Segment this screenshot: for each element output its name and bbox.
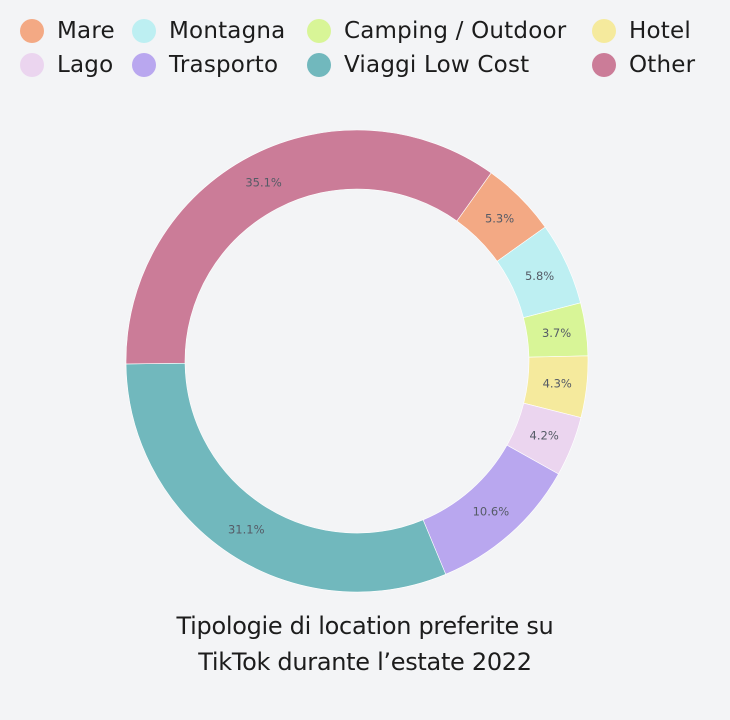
slice-label-trasporto: 10.6% bbox=[473, 505, 510, 519]
chart-title-line-2: TikTok durante l’estate 2022 bbox=[198, 648, 532, 676]
legend-label-other: Other bbox=[629, 52, 696, 78]
donut-chart: 5.3% 5.8% 3.7% 4.3% 4.2% 10.6% 31.1% 35.1% bbox=[125, 129, 589, 593]
legend-label-montagna: Montagna bbox=[169, 18, 286, 44]
legend-swatch-viaggi-low-cost bbox=[307, 53, 331, 77]
slice-label-lago: 4.2% bbox=[530, 429, 559, 443]
legend-swatch-lago bbox=[20, 53, 44, 77]
legend-item-trasporto[interactable]: Trasporto bbox=[132, 52, 278, 78]
legend-label-camping-outdoor: Camping / Outdoor bbox=[344, 18, 567, 44]
legend-label-trasporto: Trasporto bbox=[169, 52, 279, 78]
legend-item-montagna[interactable]: Montagna bbox=[132, 18, 285, 44]
slice-label-mare: 5.3% bbox=[485, 212, 514, 226]
legend-swatch-hotel bbox=[592, 19, 616, 43]
legend-label-hotel: Hotel bbox=[629, 18, 691, 44]
legend-swatch-montagna bbox=[132, 19, 156, 43]
donut-slices bbox=[125, 129, 589, 593]
legend-item-camping-outdoor[interactable]: Camping / Outdoor bbox=[307, 18, 566, 44]
legend-item-other[interactable]: Other bbox=[592, 52, 695, 78]
donut-slice-other[interactable] bbox=[125, 129, 492, 365]
donut-slice-viaggi-low-cost[interactable] bbox=[125, 362, 447, 593]
legend-swatch-other bbox=[592, 53, 616, 77]
slice-label-camping-outdoor: 3.7% bbox=[542, 326, 571, 340]
slice-label-viaggi-low-cost: 31.1% bbox=[228, 522, 265, 536]
slice-label-hotel: 4.3% bbox=[543, 377, 572, 391]
chart-title-line-1: Tipologie di location preferite su bbox=[176, 612, 554, 640]
legend-item-hotel[interactable]: Hotel bbox=[592, 18, 691, 44]
donut-slice-labels: 5.3% 5.8% 3.7% 4.3% 4.2% 10.6% 31.1% 35.1% bbox=[228, 175, 572, 536]
legend-item-mare[interactable]: Mare bbox=[20, 18, 115, 44]
legend-swatch-camping-outdoor bbox=[307, 19, 331, 43]
legend-swatch-mare bbox=[20, 19, 44, 43]
legend-label-lago: Lago bbox=[57, 52, 114, 78]
chart-title: Tipologie di location preferite su TikTo… bbox=[0, 608, 730, 680]
slice-label-montagna: 5.8% bbox=[525, 269, 554, 283]
legend-label-mare: Mare bbox=[57, 18, 115, 44]
legend-item-viaggi-low-cost[interactable]: Viaggi Low Cost bbox=[307, 52, 529, 78]
slice-label-other: 35.1% bbox=[245, 175, 282, 189]
legend-item-lago[interactable]: Lago bbox=[20, 52, 113, 78]
legend-label-viaggi-low-cost: Viaggi Low Cost bbox=[344, 52, 530, 78]
legend-swatch-trasporto bbox=[132, 53, 156, 77]
